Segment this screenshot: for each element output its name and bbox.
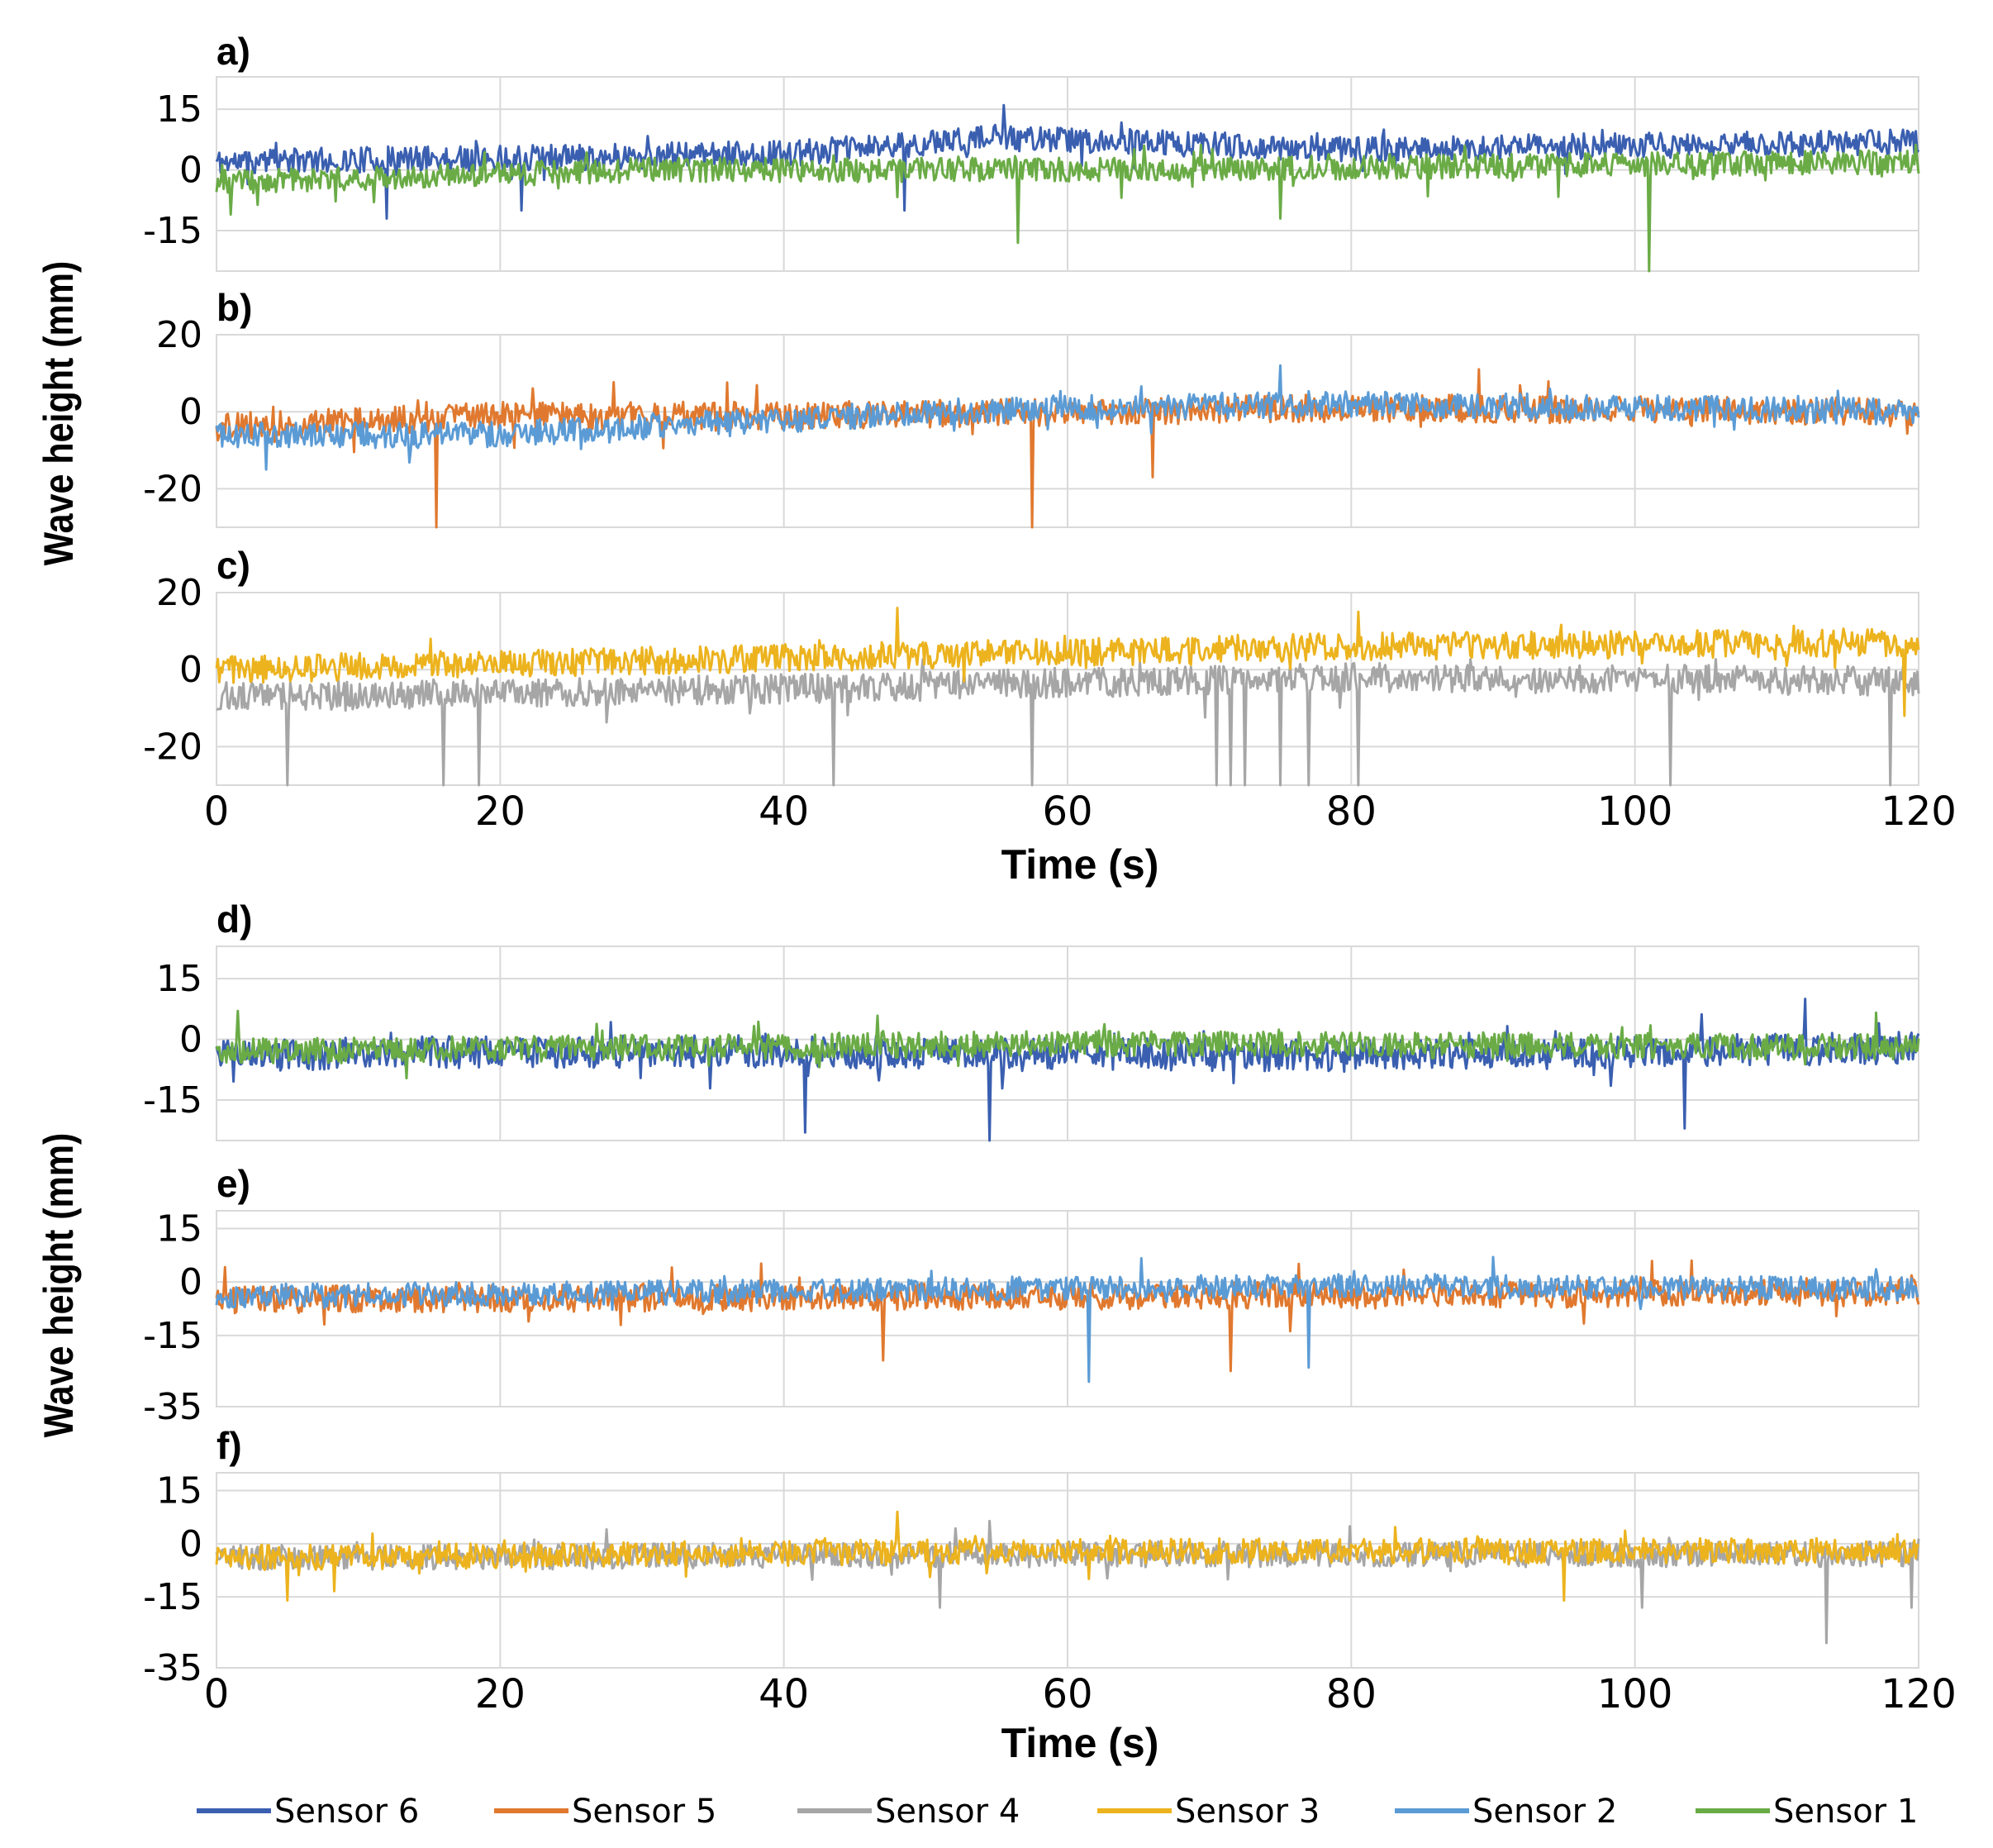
x-tick-label: 120 xyxy=(1881,1671,1957,1717)
y-tick-label: 20 xyxy=(156,572,202,614)
x-tick-label: 80 xyxy=(1326,1671,1377,1717)
legend-item-sensor-3: Sensor 3 xyxy=(1097,1793,1320,1831)
legend-label-sensor-5: Sensor 5 xyxy=(572,1793,716,1831)
series-line-sensor-3-panel-f xyxy=(215,1510,1920,1602)
x-tick-label: 60 xyxy=(1042,788,1092,835)
x-tick-label: 20 xyxy=(475,788,526,835)
panel-label-f: f) xyxy=(216,1424,242,1467)
panel-b: b) 20 0 -20 xyxy=(143,286,1920,529)
legend: Sensor 6 Sensor 5 Sensor 4 Sensor 3 Sens… xyxy=(197,1793,1918,1831)
y-tick-label: 20 xyxy=(156,314,202,356)
legend-item-sensor-5: Sensor 5 xyxy=(494,1793,716,1831)
panel-label-a: a) xyxy=(216,30,250,73)
x-tick-label: 20 xyxy=(475,1671,526,1717)
panel-c: c) 200-200 20 40 60 80 100 120 xyxy=(143,544,1957,835)
y-tick-label: 0 xyxy=(179,1019,202,1061)
x-tick-label: 100 xyxy=(1597,1671,1673,1717)
panel-label-d: d) xyxy=(216,898,252,941)
y-tick-label: -15 xyxy=(143,1079,202,1122)
y-axis-title-bottom: Wave height (mm) xyxy=(36,1133,82,1438)
y-tick-label: 15 xyxy=(156,1469,202,1512)
y-tick-label: 0 xyxy=(179,391,202,433)
y-tick-label: -15 xyxy=(143,210,202,252)
series-line-sensor-2-panel-e xyxy=(215,1255,1919,1384)
y-tick-label: -20 xyxy=(143,726,202,768)
series-line-sensor-4-panel-c xyxy=(216,658,1920,787)
legend-item-sensor-1: Sensor 1 xyxy=(1696,1793,1918,1831)
legend-item-sensor-4: Sensor 4 xyxy=(797,1793,1020,1831)
panel-e: e) 15 0 -15 -35 xyxy=(143,1162,1920,1428)
y-tick-label: 15 xyxy=(156,958,202,1000)
y-tick-label: -15 xyxy=(143,1576,202,1618)
x-tick-label: 80 xyxy=(1326,788,1377,835)
series-line-sensor-1-panel-d xyxy=(215,1009,1920,1079)
legend-label-sensor-3: Sensor 3 xyxy=(1175,1793,1320,1831)
panel-label-c: c) xyxy=(216,544,250,587)
legend-label-sensor-6: Sensor 6 xyxy=(274,1793,419,1831)
panel-label-b: b) xyxy=(216,286,252,329)
legend-label-sensor-4: Sensor 4 xyxy=(875,1793,1020,1831)
legend-label-sensor-2: Sensor 2 xyxy=(1472,1793,1617,1831)
legend-label-sensor-1: Sensor 1 xyxy=(1773,1793,1918,1831)
y-tick-label: 0 xyxy=(179,150,202,192)
y-axis-title-top: Wave height (mm) xyxy=(36,261,82,566)
y-tick-label: 15 xyxy=(156,1208,202,1250)
series-line-sensor-6-panel-a xyxy=(215,103,1920,220)
x-tick-label: 120 xyxy=(1881,788,1957,835)
x-axis-title-bottom: Time (s) xyxy=(1001,1720,1159,1766)
series-line-sensor-1-panel-a xyxy=(215,143,1920,273)
x-tick-label: 60 xyxy=(1042,1671,1092,1717)
x-tick-label: 40 xyxy=(759,788,809,835)
y-tick-label: 0 xyxy=(179,1261,202,1303)
series-line-sensor-2-panel-b xyxy=(215,364,1920,471)
y-tick-label: 15 xyxy=(156,88,202,131)
y-tick-label: -15 xyxy=(143,1315,202,1357)
legend-item-sensor-2: Sensor 2 xyxy=(1395,1793,1617,1831)
x-tick-label: 100 xyxy=(1597,788,1673,835)
series-line-sensor-3-panel-c xyxy=(215,607,1920,717)
panel-d: d) 15 0 -15 xyxy=(143,898,1920,1142)
panel-f: f) 150-15-350 20 40 60 80 100 120 xyxy=(143,1424,1957,1717)
y-tick-label: -20 xyxy=(143,468,202,510)
panel-a: a) 15 0 -15 xyxy=(143,30,1920,273)
x-tick-label: 40 xyxy=(759,1671,809,1717)
y-tick-label: 0 xyxy=(179,649,202,691)
panel-label-e: e) xyxy=(216,1162,250,1205)
x-tick-label: 0 xyxy=(204,788,230,835)
y-tick-label: 0 xyxy=(179,1523,202,1565)
x-axis-title-top: Time (s) xyxy=(1001,841,1159,888)
legend-item-sensor-6: Sensor 6 xyxy=(197,1793,419,1831)
x-tick-label: 0 xyxy=(204,1671,230,1717)
y-tick-label: -35 xyxy=(143,1647,202,1689)
y-tick-label: -35 xyxy=(143,1386,202,1428)
